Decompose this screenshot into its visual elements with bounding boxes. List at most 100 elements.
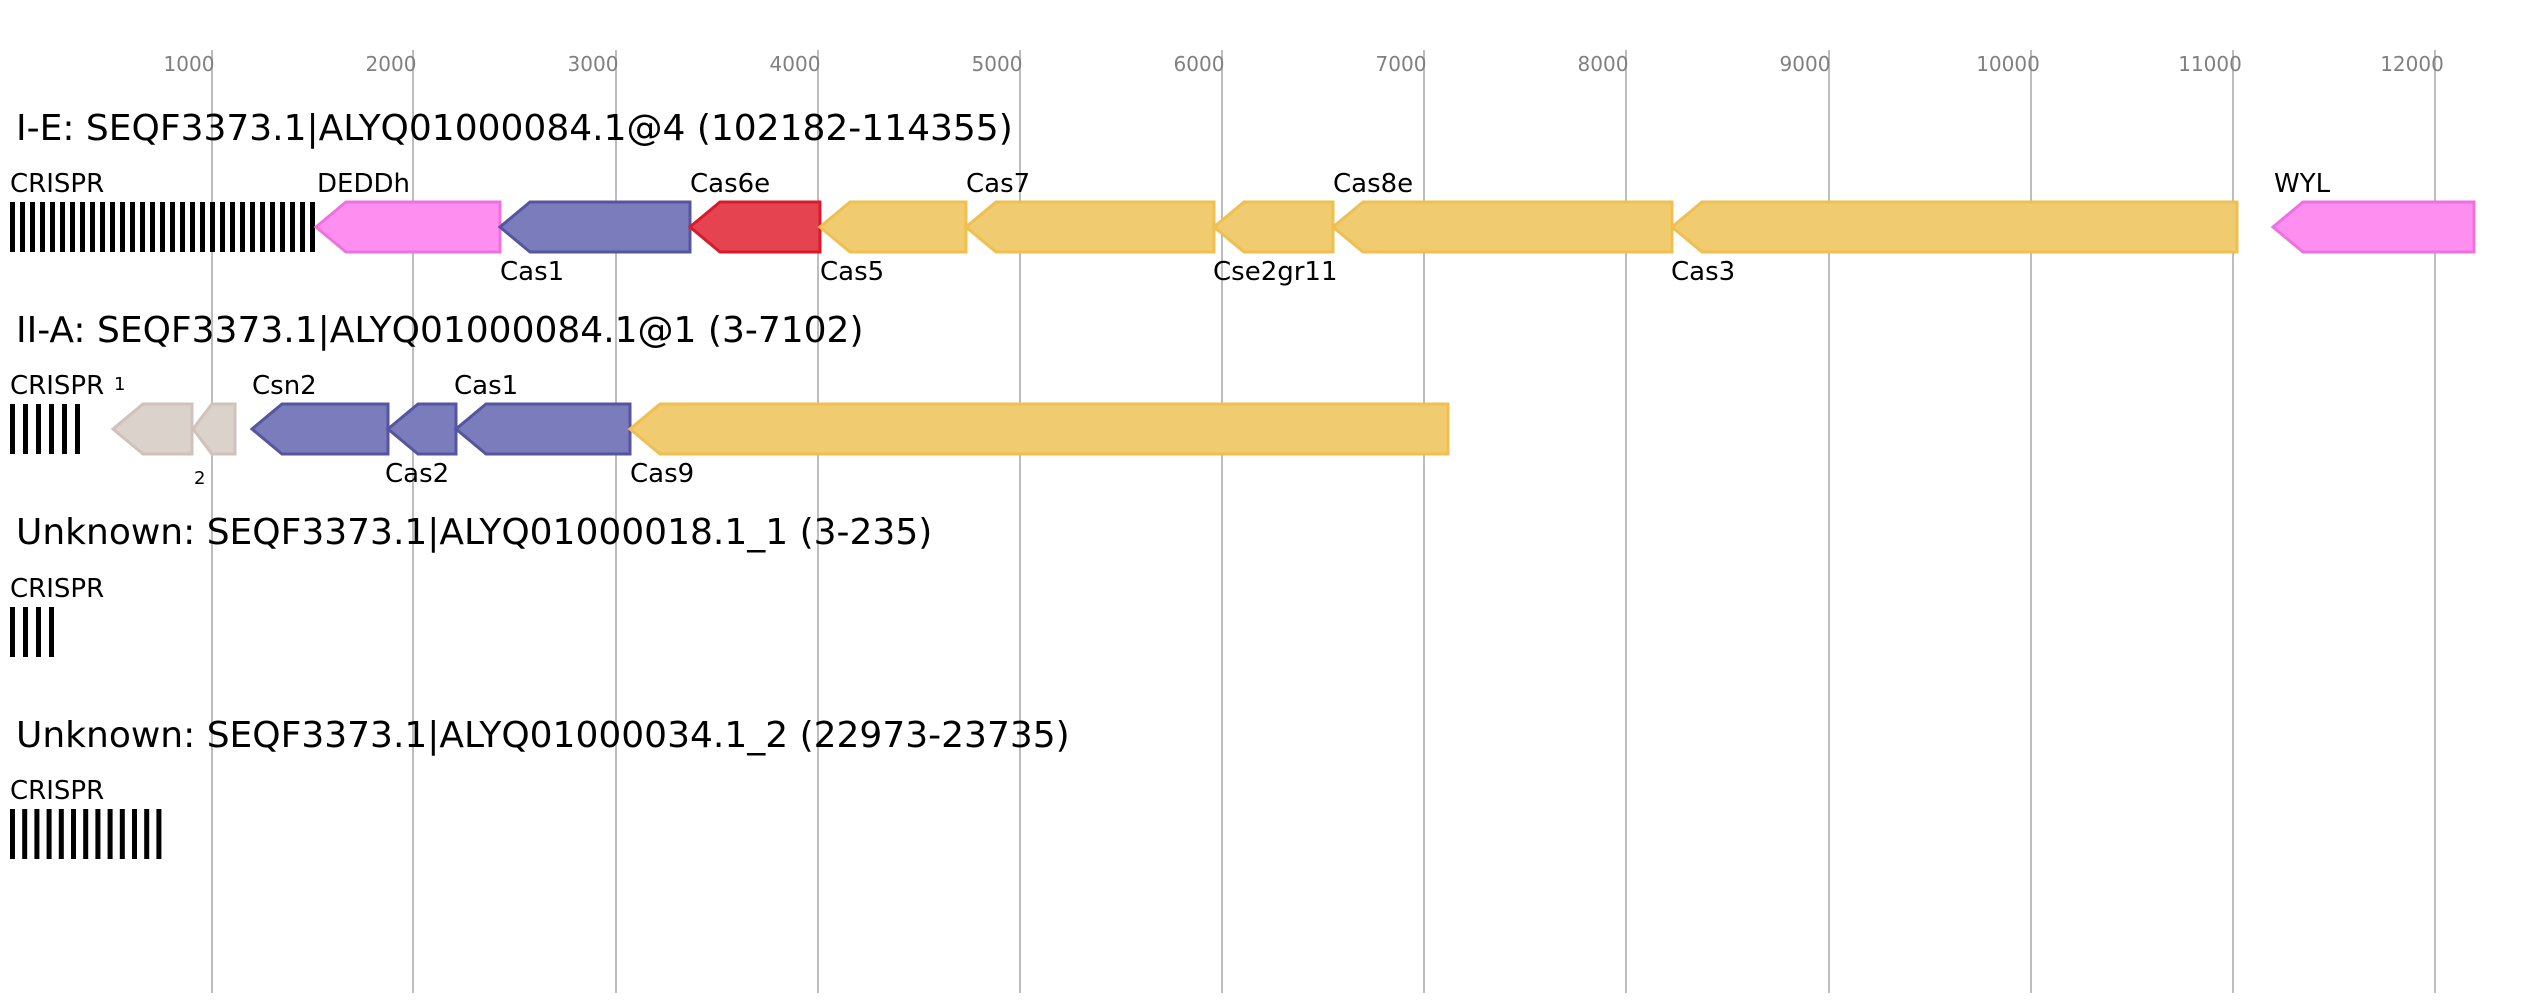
tick-label: 1000 [164, 52, 215, 76]
gene-arrow-cas9 [627, 402, 1450, 456]
crispr-repeat [230, 202, 235, 252]
crispr-repeat [23, 607, 28, 657]
crispr-repeat [270, 202, 275, 252]
gene-arrow-cse2gr11 [1211, 200, 1335, 254]
crispr-label: CRISPR [10, 371, 104, 401]
gene-arrow-1 [110, 402, 194, 456]
tick-label: 6000 [1174, 52, 1225, 76]
crispr-repeat [20, 202, 25, 252]
crispr-repeat [40, 202, 45, 252]
crispr-repeat [49, 404, 54, 454]
gene-label: Cas8e [1333, 169, 1413, 199]
crispr-repeat [34, 809, 40, 859]
gene-label: Cas6e [690, 169, 770, 199]
crispr-repeat [156, 809, 162, 859]
gene-arrow-wyl [2270, 200, 2476, 254]
gene-label: Csn2 [252, 371, 317, 401]
gene-arrow-cas5 [817, 200, 968, 254]
gene-label: Cas1 [454, 371, 518, 401]
crispr-repeat [70, 202, 75, 252]
crispr-repeat [110, 202, 115, 252]
tick-label: 12000 [2380, 52, 2444, 76]
crispr-repeat [107, 809, 113, 859]
crispr-repeat [10, 202, 15, 252]
gene-label: WYL [2274, 169, 2331, 199]
gene-arrow-cas6e [687, 200, 822, 254]
tick-label: 4000 [770, 52, 821, 76]
crispr-repeat [36, 607, 41, 657]
crispr-repeat [150, 202, 155, 252]
tick-label: 11000 [2178, 52, 2242, 76]
crispr-label: CRISPR [10, 169, 104, 199]
crispr-repeat [95, 809, 101, 859]
gene-label: Cas3 [1671, 257, 1735, 287]
crispr-repeat [62, 404, 67, 454]
crispr-array [10, 809, 162, 859]
track-title: II-A: SEQF3373.1|ALYQ01000084.1@1 (3-710… [16, 310, 864, 351]
crispr-repeat [132, 809, 137, 859]
tick-label: 5000 [972, 52, 1023, 76]
gene-arrow-cas1 [497, 200, 692, 254]
crispr-repeat [36, 404, 41, 454]
crispr-repeat [10, 607, 15, 657]
gene-label: Cas7 [966, 169, 1030, 199]
track: Unknown: SEQF3373.1|ALYQ01000034.1_2 (22… [10, 715, 1070, 859]
gene-label: Cas1 [500, 257, 564, 287]
crispr-repeat [300, 202, 305, 252]
tick-label: 10000 [1976, 52, 2040, 76]
crispr-repeat [120, 202, 125, 252]
track: I-E: SEQF3373.1|ALYQ01000084.1@4 (102182… [10, 108, 2476, 287]
crispr-repeat [49, 607, 54, 657]
crispr-repeat [144, 809, 150, 859]
gene-label: Cas9 [630, 459, 694, 489]
tracks: I-E: SEQF3373.1|ALYQ01000084.1@4 (102182… [10, 108, 2476, 859]
crispr-repeat [10, 404, 15, 454]
axis-ticks: 1000 2000 3000 4000 5000 6000 7000 8000 9000 1000… [164, 52, 2444, 76]
crispr-repeat [30, 202, 35, 252]
crispr-array [10, 202, 315, 252]
crispr-repeat [100, 202, 105, 252]
crispr-repeat [10, 809, 15, 859]
crispr-repeat [190, 202, 195, 252]
track: Unknown: SEQF3373.1|ALYQ01000018.1_1 (3-… [10, 512, 932, 657]
tick-label: 3000 [568, 52, 619, 76]
crispr-repeat [200, 202, 205, 252]
gene-arrow-csn2 [249, 402, 390, 456]
crispr-repeat [250, 202, 255, 252]
crispr-repeat [75, 404, 80, 454]
tick-label: 2000 [366, 52, 417, 76]
track-title: I-E: SEQF3373.1|ALYQ01000084.1@4 (102182… [16, 108, 1013, 149]
tick-label: 8000 [1578, 52, 1629, 76]
crispr-repeat [140, 202, 145, 252]
gene-label: Cse2gr11 [1213, 257, 1338, 287]
crispr-repeat [280, 202, 285, 252]
crispr-repeat [290, 202, 295, 252]
crispr-repeat [180, 202, 185, 252]
crispr-repeat [46, 809, 52, 859]
crispr-label: CRISPR [10, 574, 104, 604]
track-title: Unknown: SEQF3373.1|ALYQ01000034.1_2 (22… [16, 715, 1070, 756]
crispr-repeat [240, 202, 245, 252]
gene-label: Cas5 [820, 257, 884, 287]
crispr-repeat [83, 809, 89, 859]
gene-label: 1 [114, 374, 125, 395]
crispr-repeat [310, 202, 315, 252]
tick-label: 7000 [1376, 52, 1427, 76]
crispr-repeat [22, 809, 28, 859]
crispr-repeat [210, 202, 215, 252]
track: II-A: SEQF3373.1|ALYQ01000084.1@1 (3-710… [10, 310, 1450, 489]
crispr-repeat [71, 809, 76, 859]
crispr-repeat [170, 202, 175, 252]
gene-arrow-deddh [313, 200, 502, 254]
gene-arrow-cas1 [453, 402, 632, 456]
gene-label: 2 [194, 468, 205, 489]
gene-arrow-2 [191, 402, 237, 456]
gene-arrow-cas3 [1669, 200, 2239, 254]
crispr-repeat [130, 202, 135, 252]
gene-arrow-cas7 [963, 200, 1216, 254]
crispr-repeat [23, 404, 28, 454]
crispr-label: CRISPR [10, 776, 104, 806]
crispr-repeat [220, 202, 225, 252]
crispr-array [10, 607, 54, 657]
